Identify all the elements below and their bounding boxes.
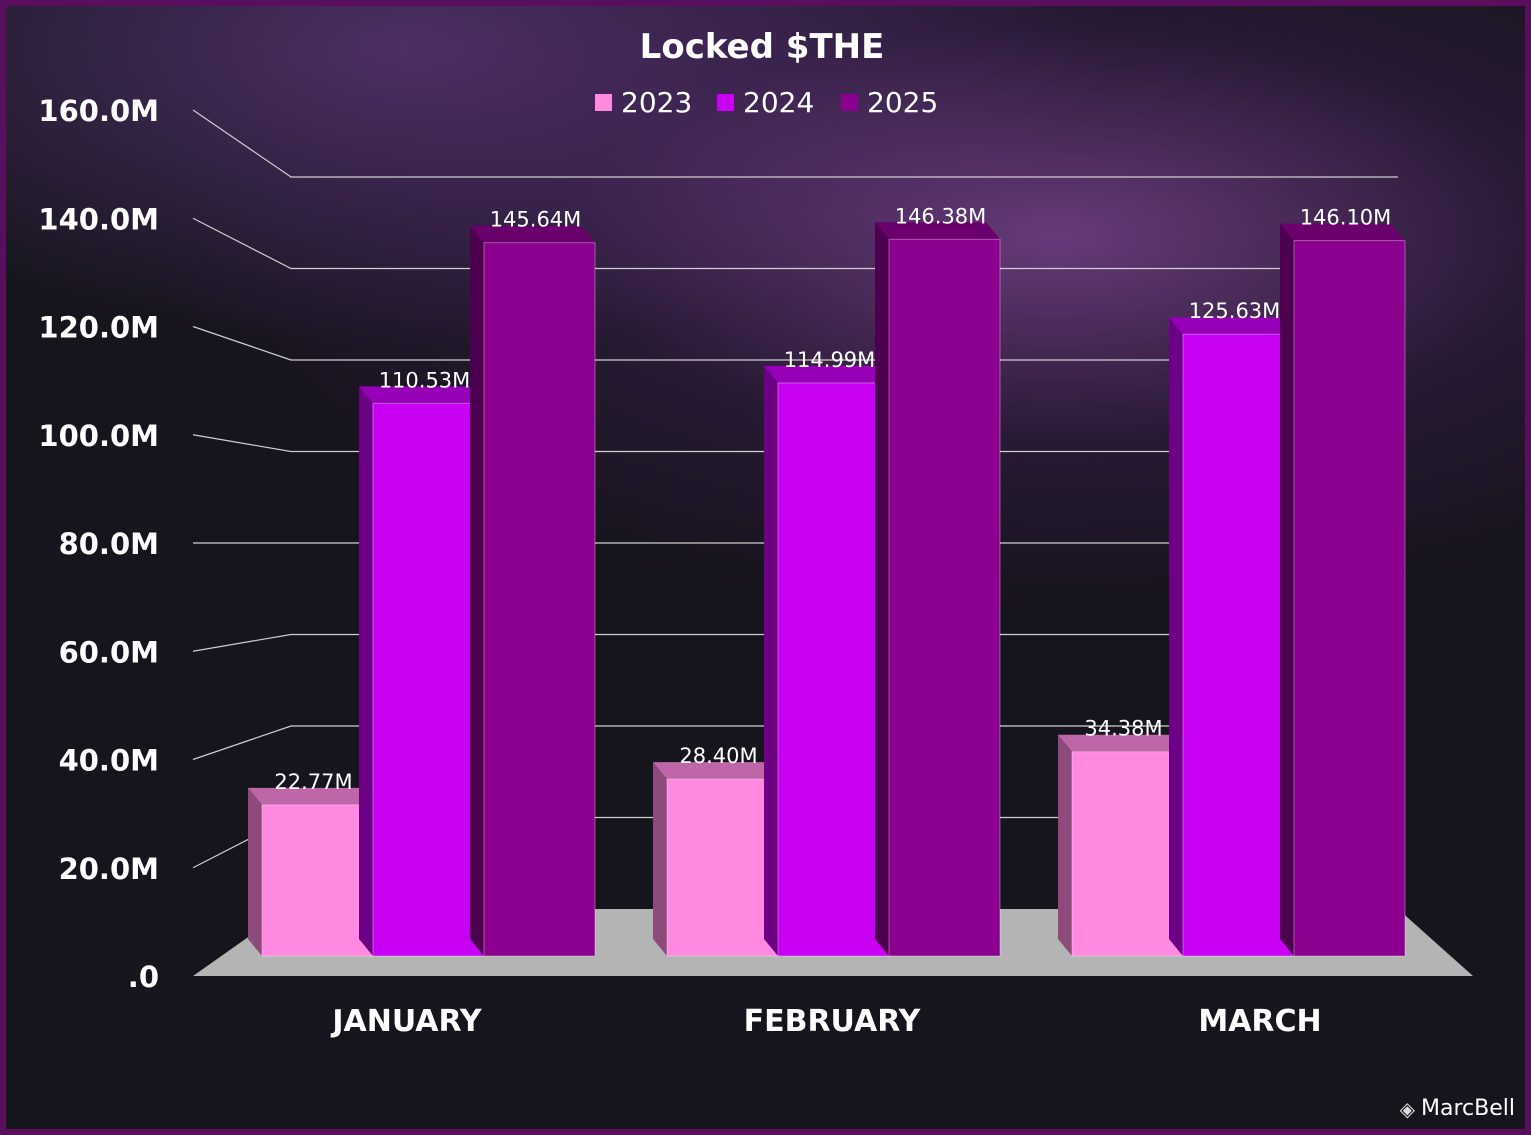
legend-label-2024: 2024: [743, 86, 814, 119]
bars: [248, 222, 1406, 957]
watermark: ◈ MarcBell: [1400, 1096, 1515, 1121]
bar-front: [1293, 240, 1406, 957]
legend-label-2023: 2023: [621, 86, 692, 119]
bar-side: [764, 365, 778, 956]
gridline: [192, 109, 1398, 178]
bar-march-2023: [1058, 734, 1184, 957]
bar-side: [1169, 317, 1183, 956]
gridline: [192, 325, 1398, 361]
chart-frame: Locked $THE 2023 2024 2025 .0 20.0M 40.0M 60.…: [6, 6, 1525, 1129]
x-tick-label: JANUARY: [330, 1004, 483, 1039]
gridlines: [192, 109, 1398, 869]
y-tick-label: 80.0M: [59, 527, 159, 561]
data-label: 110.53M: [379, 368, 471, 392]
bar-front: [888, 238, 1001, 957]
x-axis: JANUARY FEBRUARY MARCH: [330, 1004, 1321, 1039]
data-label: 146.38M: [895, 204, 987, 228]
watermark-text: MarcBell: [1421, 1096, 1515, 1121]
data-labels: 22.77M 110.53M 145.64M 28.40M 114.99M 146.38M…: [274, 204, 1391, 794]
gridline: [192, 217, 1398, 270]
bar-side: [1280, 223, 1294, 956]
bar-january-2023: [248, 787, 374, 957]
watermark-logo-icon: ◈: [1399, 1096, 1416, 1121]
bar-side: [653, 762, 667, 956]
data-label: 146.10M: [1300, 206, 1392, 230]
bar-side: [470, 225, 484, 956]
bar-top: [359, 386, 484, 404]
bar-front: [666, 778, 779, 957]
chart-title: Locked $THE: [640, 27, 885, 67]
bar-february-2025: [875, 222, 1001, 957]
y-tick-label: .0: [128, 960, 159, 994]
gridline: [192, 434, 1398, 453]
bar-top: [1280, 223, 1405, 241]
bar-top: [1058, 734, 1183, 752]
bar-march-2024: [1169, 317, 1295, 957]
bar-january-2025: [470, 225, 596, 957]
bar-top: [875, 222, 1000, 240]
bar-front: [261, 804, 374, 957]
bar-side: [248, 787, 262, 956]
bar-side: [875, 222, 889, 956]
x-tick-label: MARCH: [1198, 1004, 1321, 1039]
data-label: 22.77M: [274, 770, 352, 794]
bar-top: [653, 762, 778, 780]
bar-side: [1058, 734, 1072, 956]
data-label: 114.99M: [784, 348, 876, 372]
y-tick-label: 160.0M: [38, 94, 159, 128]
x-tick-label: FEBRUARY: [744, 1004, 922, 1039]
legend-label-2025: 2025: [867, 86, 938, 119]
legend-swatch-2024: [717, 94, 734, 111]
y-tick-label: 60.0M: [59, 635, 159, 669]
bar-top: [470, 225, 595, 243]
legend-swatch-2023: [595, 94, 612, 111]
bar-top: [248, 787, 373, 805]
y-tick-label: 100.0M: [38, 419, 159, 453]
legend-swatch-2025: [841, 94, 858, 111]
y-tick-label: 20.0M: [59, 852, 159, 886]
bar-front: [372, 402, 485, 957]
bar-top: [1169, 317, 1294, 335]
data-label: 145.64M: [490, 208, 582, 232]
data-label: 125.63M: [1189, 299, 1281, 323]
chart-svg: Locked $THE 2023 2024 2025 .0 20.0M 40.0M 60.…: [38, 27, 1473, 1039]
y-tick-label: 120.0M: [38, 311, 159, 345]
bar-top: [764, 365, 889, 383]
bar-front: [777, 382, 890, 957]
gridline: [192, 633, 1398, 652]
bar-front: [483, 242, 596, 957]
bar-february-2024: [764, 365, 890, 957]
bar-january-2024: [359, 386, 485, 957]
legend: 2023 2024 2025: [595, 86, 938, 119]
bar-side: [359, 386, 373, 956]
y-axis: .0 20.0M 40.0M 60.0M 80.0M 100.0M 120.0M 140.0M…: [38, 94, 159, 994]
y-tick-label: 40.0M: [59, 744, 159, 778]
data-label: 28.40M: [679, 744, 757, 768]
gridline: [192, 725, 1398, 761]
data-label: 34.38M: [1084, 717, 1162, 741]
bar-march-2025: [1280, 223, 1406, 957]
bar-february-2023: [653, 762, 779, 957]
bar-front: [1071, 751, 1184, 957]
bar-front: [1182, 333, 1295, 957]
y-tick-label: 140.0M: [38, 202, 159, 236]
